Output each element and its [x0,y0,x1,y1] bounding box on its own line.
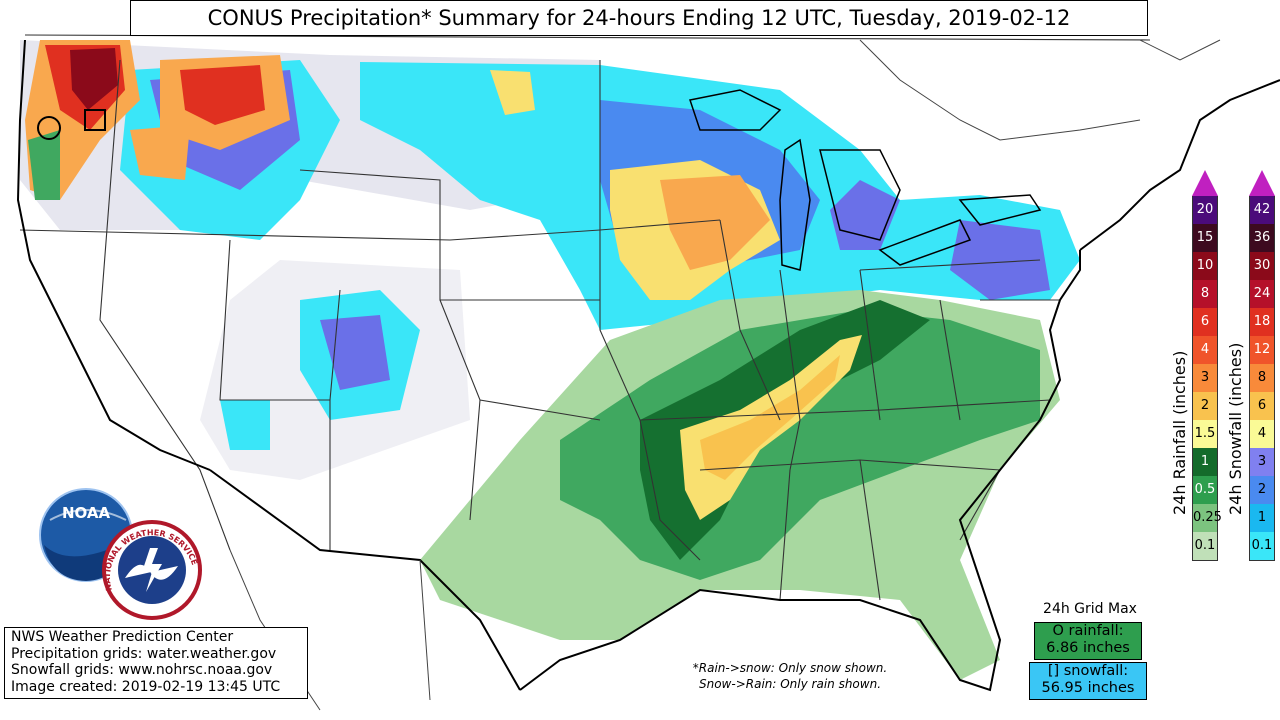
colorbar-bottom-arrow [1249,560,1275,576]
snowfall-max-box: [] snowfall: 56.95 inches [1029,662,1147,700]
note-line: Snow->Rain: Only rain shown. [698,677,882,691]
colorbar-cell: 1.5 [1192,420,1218,448]
grid-max-label: 24h Grid Max [1043,601,1137,617]
colorbar-top-arrow [1192,170,1218,196]
credit-line: Precipitation grids: water.weather.gov [11,645,277,662]
colorbar-cell: 0.25 [1192,504,1222,532]
colorbar-cell: 3 [1249,448,1275,476]
colorbar-cell: 6 [1192,308,1218,336]
colorbar-cell: 12 [1249,336,1275,364]
colorbar-cell: 24 [1249,280,1275,308]
colorbar-cell: 8 [1249,364,1275,392]
colorbar-cell: 6 [1249,392,1275,420]
colorbar-cell: 1 [1249,504,1275,532]
colorbar-top-arrow [1249,170,1275,196]
precip-field [20,40,1080,680]
colorbar-cell: 36 [1249,224,1275,252]
rain-snow-note: *Rain->snow: Only snow shown. Snow->Rain… [660,660,920,692]
rainfall-max-value: 6.86 inches [1046,640,1130,656]
snowfall-max-value: 56.95 inches [1041,680,1135,696]
colorbar-cell: 30 [1249,252,1275,280]
credit-line: NWS Weather Prediction Center [11,629,234,645]
colorbar-cell: 2 [1249,476,1275,504]
note-line: *Rain->snow: Only snow shown. [692,661,888,675]
colorbar-cell: 1 [1192,448,1218,476]
rainfall-max-label: O rainfall: [1052,623,1124,639]
colorbar-cell: 10 [1192,252,1218,280]
colorbar-cell: 18 [1249,308,1275,336]
rainfall-colorbar-label: 24h Rainfall (inches) [1170,350,1189,515]
colorbar-cell: 4 [1249,420,1275,448]
colorbar-cell: 0.5 [1192,476,1218,504]
colorbar-cell: 15 [1192,224,1218,252]
colorbar-cell: 0.1 [1192,532,1218,560]
snow-max-marker [84,109,106,131]
colorbar-cell: 0.1 [1249,532,1275,560]
colorbar-cell: 2 [1192,392,1218,420]
rain-max-marker [37,116,61,140]
colorbar-cell: 20 [1192,196,1218,224]
snowfall-colorbar: 42 36 30 24 18 12 8 6 4 3 2 1 0.1 [1249,170,1275,660]
snowfall-max-label: [] snowfall: [1047,663,1129,679]
colorbar-cell: 42 [1249,196,1275,224]
credits-box: NWS Weather Prediction Center Precipitat… [4,627,308,699]
svg-text:NOAA: NOAA [62,504,111,522]
colorbar-cell: 3 [1192,364,1218,392]
nws-logo: NATIONAL WEATHER SERVICE [102,520,202,620]
colorbar-cell: 8 [1192,280,1218,308]
colorbar-bottom-outline [1192,560,1218,561]
rainfall-max-box: O rainfall: 6.86 inches [1034,622,1142,660]
credit-line: Snowfall grids: www.nohrsc.noaa.gov [11,662,273,678]
colorbar-cell: 4 [1192,336,1218,364]
credit-line: Image created: 2019-02-19 13:45 UTC [11,678,281,695]
snowfall-colorbar-label: 24h Snowfall (inches) [1226,342,1245,515]
rainfall-colorbar: 20 15 10 8 6 4 3 2 1.5 1 0.5 0.25 0.1 [1192,170,1222,660]
colorbar-bottom-arrow [1192,560,1218,576]
colorbar-bottom-outline [1249,560,1275,561]
page-title: CONUS Precipitation* Summary for 24-hour… [130,0,1148,36]
